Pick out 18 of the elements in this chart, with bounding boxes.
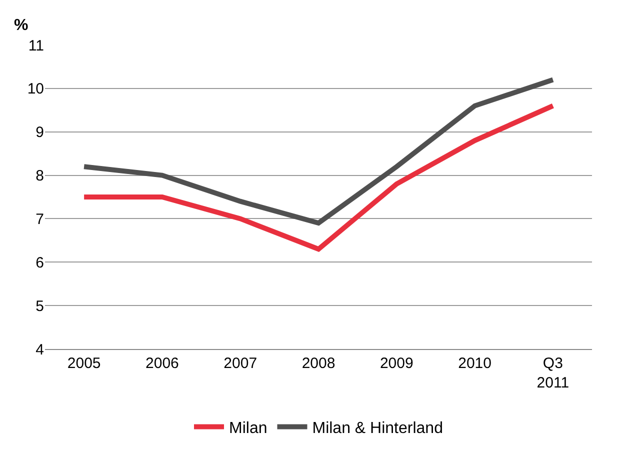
x-tick-label: 2006	[146, 355, 179, 372]
y-tick-label: 9	[36, 124, 44, 142]
x-tick-label: 2009	[380, 355, 414, 372]
x-tick-label: 2007	[224, 355, 258, 372]
x-tick-label: 2010	[458, 355, 492, 372]
y-axis-title: %	[14, 17, 28, 34]
x-tick-label: 2005	[67, 355, 101, 372]
y-tick-label: 6	[36, 254, 44, 272]
legend-label: Milan & Hinterland	[312, 420, 443, 437]
y-tick-label: 10	[27, 80, 44, 98]
y-tick-label: 4	[36, 341, 44, 358]
y-tick-label: 11	[28, 37, 44, 54]
y-tick-label: 7	[36, 210, 44, 228]
legend-label: Milan	[229, 420, 268, 437]
y-tick-label: 5	[36, 298, 44, 315]
y-tick-label: 8	[36, 168, 44, 185]
x-tick-label: Q3 2011	[536, 355, 570, 392]
x-tick-label: 2008	[302, 355, 336, 372]
